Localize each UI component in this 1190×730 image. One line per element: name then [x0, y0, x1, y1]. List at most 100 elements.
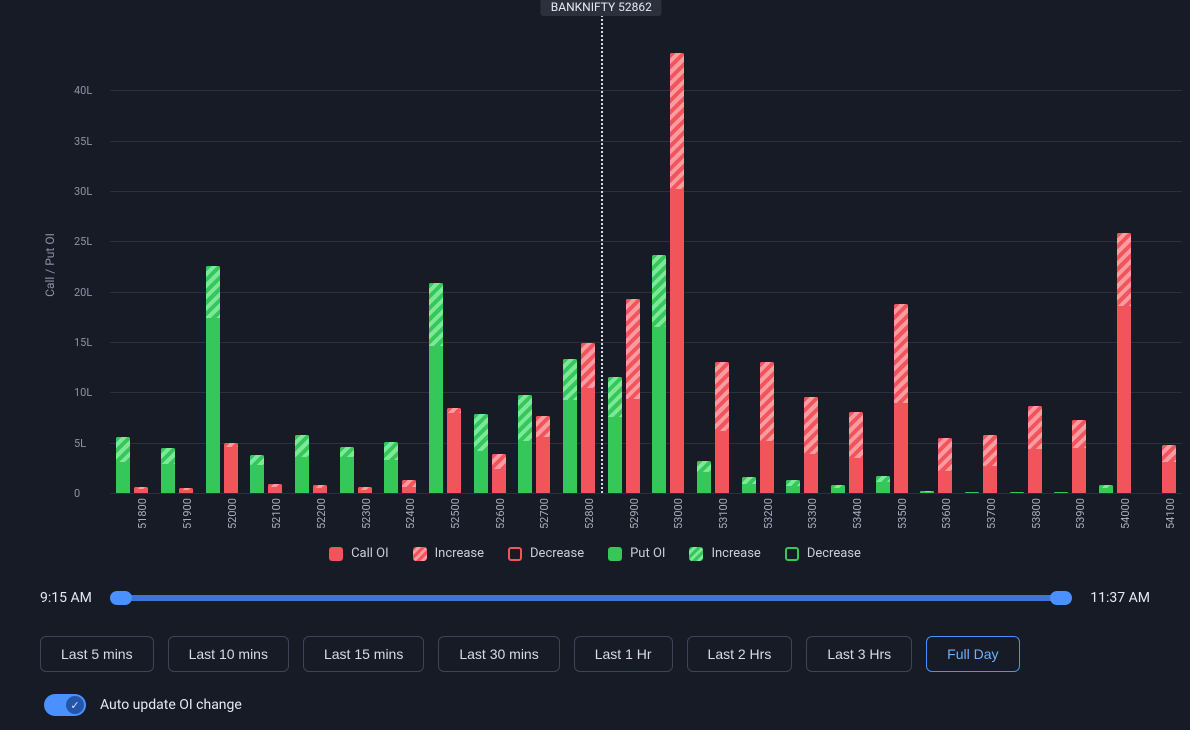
call-bar[interactable] — [894, 304, 908, 493]
swatch-put-solid-icon — [608, 547, 622, 561]
x-tick-label: 51900 — [181, 498, 194, 529]
put-bar[interactable] — [384, 442, 398, 493]
x-tick-label: 53500 — [896, 498, 909, 529]
x-tick-label: 52000 — [226, 498, 239, 529]
call-bar[interactable] — [581, 343, 595, 493]
put-bar[interactable] — [831, 485, 845, 493]
increase-stripe — [894, 304, 908, 404]
increase-stripe — [849, 412, 863, 457]
y-gridline: 30L — [110, 191, 1182, 192]
increase-stripe — [179, 488, 193, 490]
increase-stripe — [697, 461, 711, 472]
call-bar[interactable] — [268, 484, 282, 493]
call-bar[interactable] — [313, 485, 327, 493]
time-end-label: 11:37 AM — [1090, 590, 1150, 606]
put-bar[interactable] — [1099, 485, 1113, 493]
x-tick-label: 52600 — [494, 498, 507, 529]
legend-put-increase[interactable]: Increase — [689, 546, 760, 561]
put-bar[interactable] — [116, 437, 130, 493]
increase-stripe — [340, 447, 354, 457]
put-bar[interactable] — [429, 283, 443, 493]
put-bar[interactable] — [652, 255, 666, 493]
put-bar[interactable] — [295, 435, 309, 493]
auto-update-label: Auto update OI change — [100, 697, 242, 713]
x-tick-label: 53700 — [985, 498, 998, 529]
increase-stripe — [920, 491, 934, 492]
x-tick-label: 53100 — [717, 498, 730, 529]
call-bar[interactable] — [715, 362, 729, 493]
time-range-slider[interactable] — [112, 595, 1070, 601]
call-bar[interactable] — [402, 480, 416, 493]
legend-put-oi[interactable]: Put OI — [608, 546, 665, 561]
legend-call-increase[interactable]: Increase — [413, 546, 484, 561]
put-bar[interactable] — [250, 455, 264, 493]
increase-stripe — [715, 362, 729, 430]
range-button[interactable]: Last 30 mins — [438, 636, 559, 672]
range-button[interactable]: Last 2 Hrs — [687, 636, 793, 672]
put-bar[interactable] — [161, 448, 175, 493]
call-bar[interactable] — [447, 408, 461, 493]
range-button[interactable]: Full Day — [926, 636, 1019, 672]
y-tick-label: 25L — [74, 235, 92, 248]
range-button[interactable]: Last 5 mins — [40, 636, 154, 672]
range-button[interactable]: Last 1 Hr — [574, 636, 673, 672]
call-bar[interactable] — [760, 362, 774, 493]
put-bar[interactable] — [563, 359, 577, 493]
x-tick-label: 53600 — [940, 498, 953, 529]
increase-stripe — [626, 299, 640, 400]
call-bar[interactable] — [1072, 420, 1086, 493]
call-bar[interactable] — [849, 412, 863, 493]
increase-stripe — [295, 435, 309, 457]
call-bar[interactable] — [670, 53, 684, 493]
range-button[interactable]: Last 3 Hrs — [806, 636, 912, 672]
y-tick-label: 40L — [74, 84, 92, 97]
legend-put-decrease[interactable]: Decrease — [785, 546, 861, 561]
increase-stripe — [1099, 485, 1113, 488]
current-price-line — [601, 15, 603, 493]
y-tick-label: 30L — [74, 185, 92, 198]
increase-stripe — [652, 255, 666, 326]
y-gridline: 40L — [110, 90, 1182, 91]
y-gridline: 5L — [110, 443, 1182, 444]
put-bar[interactable] — [697, 461, 711, 493]
put-bar[interactable] — [742, 477, 756, 493]
call-bar[interactable] — [492, 454, 506, 493]
increase-stripe — [608, 377, 622, 417]
call-bar[interactable] — [626, 299, 640, 493]
current-price-label: BANKNIFTY 52862 — [541, 0, 662, 16]
auto-update-toggle[interactable]: ✓ — [44, 694, 86, 716]
call-bar[interactable] — [536, 416, 550, 493]
x-tick-label: 53400 — [851, 498, 864, 529]
increase-stripe — [1072, 420, 1086, 448]
y-tick-label: 0 — [74, 487, 80, 500]
check-icon: ✓ — [66, 696, 84, 714]
put-bar[interactable] — [206, 266, 220, 493]
increase-stripe — [518, 395, 532, 440]
call-bar[interactable] — [1028, 406, 1042, 493]
put-bar[interactable] — [786, 480, 800, 493]
legend-call-oi[interactable]: Call OI — [329, 546, 389, 561]
increase-stripe — [581, 343, 595, 388]
oi-chart: Call / Put OI 05L10L15L20L25L30L35L40LBA… — [40, 0, 1160, 530]
call-bar[interactable] — [224, 443, 238, 493]
slider-knob-start[interactable] — [110, 591, 132, 605]
range-button[interactable]: Last 10 mins — [168, 636, 289, 672]
call-bar[interactable] — [1117, 233, 1131, 493]
put-bar[interactable] — [474, 414, 488, 493]
put-bar[interactable] — [518, 395, 532, 493]
increase-stripe — [1117, 233, 1131, 305]
call-bar[interactable] — [1162, 445, 1176, 493]
x-axis: 5180051900520005210052200523005240052500… — [110, 493, 1182, 528]
call-bar[interactable] — [804, 397, 818, 493]
increase-stripe — [429, 283, 443, 346]
put-bar[interactable] — [876, 476, 890, 493]
range-button[interactable]: Last 15 mins — [303, 636, 424, 672]
put-bar[interactable] — [608, 377, 622, 493]
slider-knob-end[interactable] — [1050, 591, 1072, 605]
call-bar[interactable] — [938, 438, 952, 493]
put-bar[interactable] — [340, 447, 354, 493]
increase-stripe — [358, 487, 372, 490]
y-gridline: 10L — [110, 392, 1182, 393]
legend-call-decrease[interactable]: Decrease — [508, 546, 584, 561]
call-bar[interactable] — [983, 435, 997, 493]
